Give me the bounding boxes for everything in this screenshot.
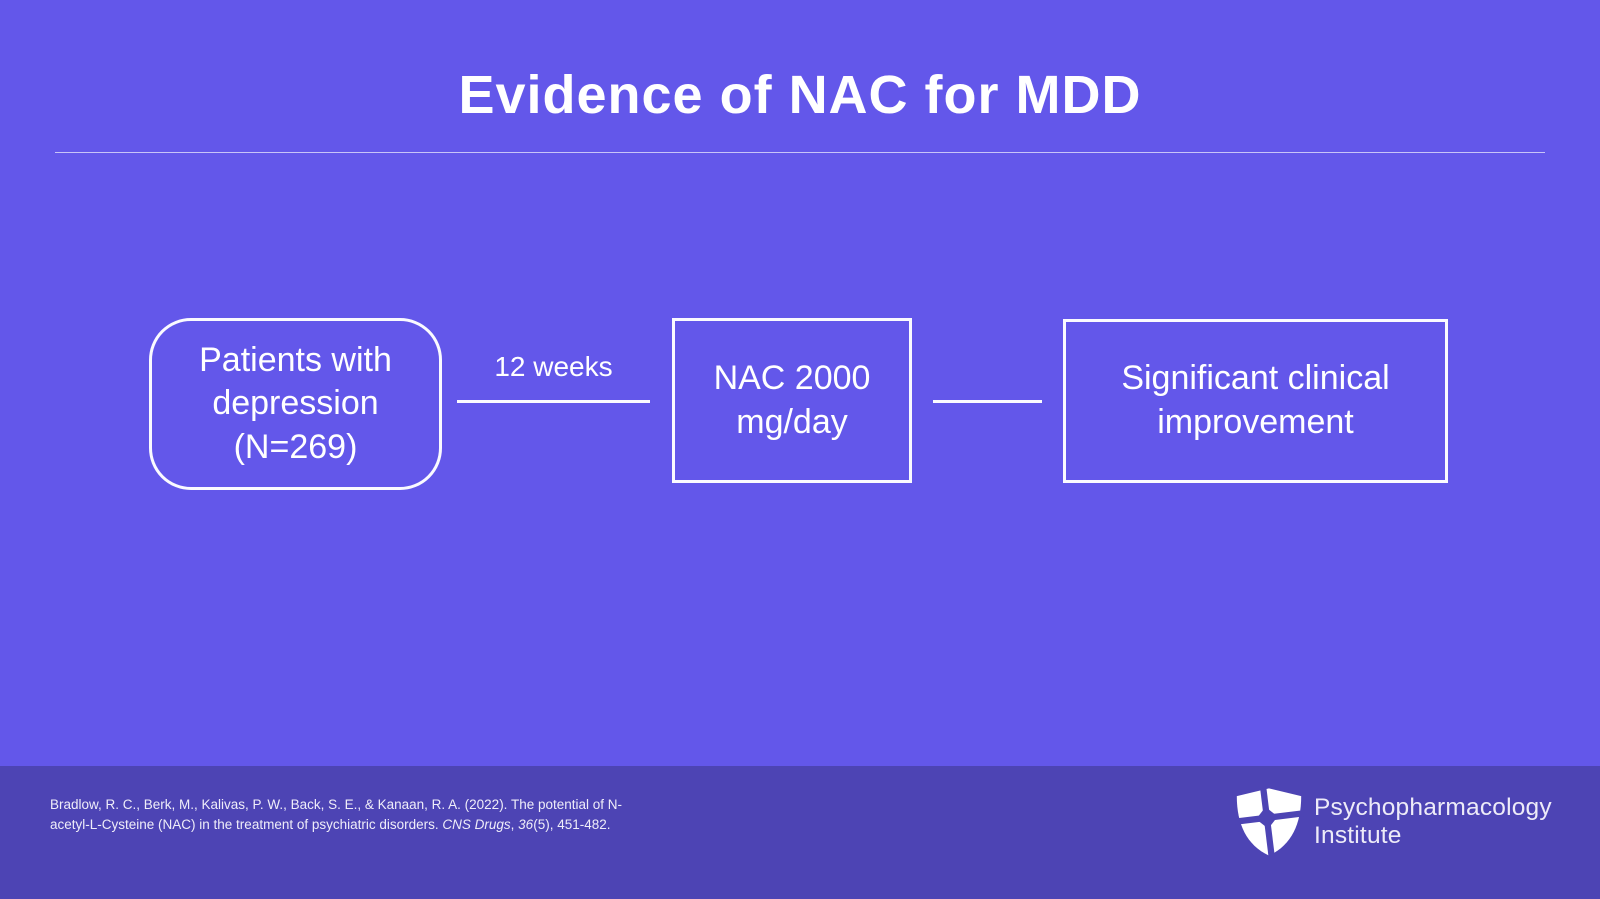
citation: Bradlow, R. C., Berk, M., Kalivas, P. W.… [50,795,622,834]
diagram-node-patients-label: Patients with depression (N=269) [199,340,392,466]
page-title: Evidence of NAC for MDD [458,65,1142,125]
connector-line-1 [457,400,650,403]
citation-journal-name: CNS Drugs [442,816,511,832]
citation-volume: 36 [518,816,534,832]
diagram-node-outcome-label: Significant clinical improvement [1121,359,1390,441]
citation-separator: , [510,816,519,832]
citation-line-2-text: acetyl-L-Cysteine (NAC) in the treatment… [50,816,443,832]
logo-wordmark-line-1: Psychopharmacology [1314,794,1552,821]
citation-pages: (5), 451-482. [533,816,611,832]
connector-duration-label: 12 weeks [494,351,613,382]
footer-band: Bradlow, R. C., Berk, M., Kalivas, P. W.… [0,766,1600,899]
logo-wordmark: Psychopharmacology Institute [1314,794,1552,850]
diagram-node-patients: Patients with depression (N=269) [149,318,442,490]
diagram-node-nac-dose-label: NAC 2000 mg/day [713,358,871,441]
connector-line-2 [933,400,1042,403]
citation-line-1: Bradlow, R. C., Berk, M., Kalivas, P. W.… [50,797,623,812]
logo-wordmark-line-2: Institute [1314,822,1402,849]
diagram-node-outcome: Significant clinical improvement [1063,319,1448,483]
institute-logo: Psychopharmacology Institute [1233,787,1552,857]
title-divider [55,152,1545,153]
shield-cross-icon [1233,787,1305,857]
citation-line-2: acetyl-L-Cysteine (NAC) in the treatment… [50,817,611,832]
diagram-node-nac-dose: NAC 2000 mg/day [672,318,912,483]
